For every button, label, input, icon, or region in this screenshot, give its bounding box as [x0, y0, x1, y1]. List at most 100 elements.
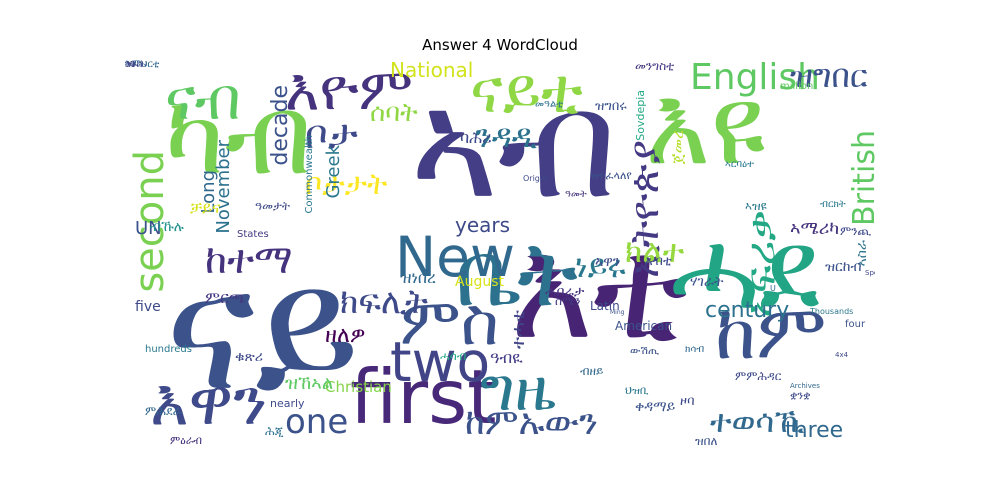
word-cloud-word: ቻይና — [190, 198, 221, 217]
word-cloud-word: British — [847, 130, 875, 226]
word-cloud-word: ኣዋን — [595, 254, 621, 270]
word-cloud-word: ሰባት — [370, 98, 418, 128]
word-cloud-word: ቦታ — [305, 112, 358, 158]
word-cloud-word: ዘለዎ — [325, 323, 366, 348]
word-cloud-word: ሓደ — [670, 206, 820, 334]
word-cloud-word: ዓብዪ — [490, 348, 523, 367]
word-cloud-word: ኣብ — [410, 60, 618, 232]
word-cloud-word: ሓበሬታ — [545, 284, 585, 300]
word-cloud-word: Greek — [323, 145, 344, 199]
word-cloud-word: እዮም — [285, 60, 413, 123]
word-cloud-word: ቤት — [455, 222, 578, 327]
word-cloud-word: እዋን — [150, 365, 268, 440]
word-cloud-word: ኣብቲ — [645, 254, 672, 269]
word-cloud-word: ጀመረ — [668, 130, 687, 165]
word-cloud-word: American — [615, 319, 673, 333]
word-cloud-word: ተሓቲ — [508, 310, 529, 350]
word-cloud-word: ክልተ — [625, 232, 685, 270]
word-cloud-word: ሓሳብ — [440, 349, 467, 363]
word-cloud-word: ዝኸኣል — [285, 373, 334, 394]
word-cloud-word: first — [350, 353, 497, 441]
word-cloud-word: U — [770, 284, 776, 293]
word-cloud-word: August — [455, 274, 504, 290]
word-cloud-word: ዝነበረ — [400, 268, 436, 287]
word-cloud-word: Latin — [590, 299, 620, 313]
word-cloud-word: ዝርከብ — [825, 259, 862, 275]
word-cloud: ናይ ኣብ እቲ ካብ እዩ ቤት ሓደ first New ናብ ናይቲ እዮም ምስ two ግዜ ከም እ… — [125, 60, 875, 450]
word-cloud-word: ዝበለ — [695, 434, 718, 448]
word-cloud-word: ኣሜሪካ — [790, 218, 840, 239]
word-cloud-word: Ming — [610, 309, 625, 316]
word-cloud-word: 4x4 — [835, 351, 849, 359]
word-cloud-word: two — [390, 330, 491, 394]
word-cloud-word: ብርክት — [820, 199, 846, 210]
word-cloud-word: ካብ — [165, 71, 313, 199]
word-cloud-word: ስራሕ — [125, 60, 147, 70]
word-cloud-word: ውሽጢ — [630, 344, 660, 357]
word-cloud-word: ግዜ — [480, 355, 556, 425]
word-cloud-word: ቁጽሪ — [235, 349, 263, 365]
word-cloud-word: UN — [135, 218, 162, 239]
word-cloud-word: Origin — [523, 174, 548, 183]
word-cloud-word: ምሕደራ — [145, 404, 182, 418]
word-cloud-word: ከም — [715, 288, 827, 376]
word-cloud-word: ህዝቢ — [625, 384, 649, 397]
word-cloud-word: ከምኡውን — [465, 402, 598, 443]
word-cloud-word: ባሕሪ — [460, 128, 492, 147]
word-cloud-word: decade — [268, 85, 293, 166]
word-cloud-word: million — [780, 81, 814, 92]
word-cloud-word: National — [390, 60, 474, 82]
word-cloud-word: ክፍሊት — [340, 282, 428, 322]
word-cloud-word: ትምህርቲ — [125, 60, 160, 70]
chart-title: Answer 4 WordCloud — [422, 36, 578, 54]
word-cloud-word: ንዳዲ — [475, 117, 538, 155]
word-cloud-word: ገዛ — [125, 60, 136, 70]
word-cloud-word: five — [135, 299, 161, 315]
word-cloud-word: ቋንቋ — [790, 389, 811, 402]
word-cloud-word: ዞባ — [680, 394, 695, 409]
word-cloud-word: one — [285, 402, 349, 442]
word-cloud-word: four — [845, 319, 866, 330]
word-cloud-word: ዝግበር — [790, 60, 868, 95]
word-cloud-word: years — [455, 213, 511, 237]
word-cloud-word: ተወሳኺ — [710, 402, 805, 440]
word-cloud-word: ምርጫ — [205, 288, 246, 307]
word-cloud-word: century — [705, 298, 790, 323]
word-cloud-word: ሰሜን — [555, 294, 581, 308]
word-cloud-word: English — [690, 60, 820, 98]
word-cloud-word: ምስ — [400, 285, 499, 360]
word-cloud-word: three — [785, 418, 844, 443]
word-cloud-word: ሕጂ — [265, 424, 284, 438]
word-cloud-word: ነይሩ — [575, 247, 626, 285]
word-cloud-word: hundreds — [145, 344, 192, 355]
word-cloud-word: New — [395, 225, 515, 289]
word-cloud-word: ሃገራት — [690, 274, 724, 290]
word-cloud-word: States — [237, 229, 269, 240]
word-cloud-word: ዓመት — [565, 189, 587, 200]
word-cloud-word: Christian — [325, 378, 392, 396]
word-cloud-word: ንጉስ — [125, 60, 143, 70]
word-cloud-word: መዓልቲ — [535, 99, 564, 110]
word-cloud-word: እቲ — [510, 208, 688, 371]
word-cloud-word: ከተማ — [205, 237, 293, 283]
word-cloud-word: nearly — [270, 397, 305, 410]
word-cloud-word: Thousands — [810, 307, 854, 316]
word-cloud-word: ዝተፈላለየ — [590, 169, 632, 182]
word-cloud-word: Commonwealth — [304, 135, 315, 214]
word-cloud-word: Sovdepia — [634, 90, 647, 141]
word-cloud-word: ምዕራብ — [170, 434, 203, 447]
word-cloud-word: ናይ — [165, 231, 360, 429]
word-cloud-word: Species — [865, 269, 875, 277]
word-cloud-word: ብዘይ — [580, 364, 604, 378]
word-cloud-word: ናይቲ — [470, 60, 583, 127]
word-cloud-word: Archives — [790, 382, 820, 390]
word-cloud-word: ምምሕዳር — [735, 369, 782, 383]
word-cloud-word: ዓመታት — [255, 199, 291, 213]
word-cloud-word: ኣርባዕተ — [725, 159, 754, 170]
word-cloud-word: ቀዳማይ — [635, 399, 676, 415]
word-cloud-word: ኣዝዩ — [745, 199, 767, 213]
word-cloud-word: እዩ — [645, 61, 766, 189]
word-cloud-word: ብኹሉ — [150, 219, 184, 235]
word-cloud-word: ናብ — [165, 65, 241, 133]
